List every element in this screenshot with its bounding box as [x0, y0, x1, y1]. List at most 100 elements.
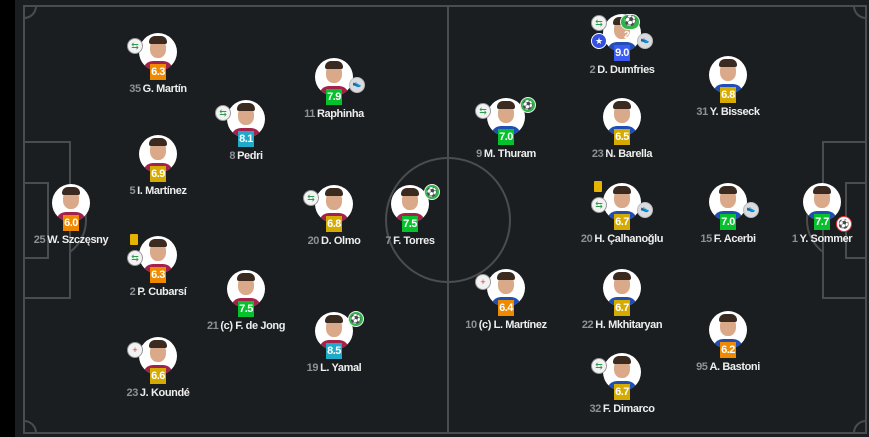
rating-badge: 7.0	[720, 214, 736, 230]
substitution-icon: ⇆	[215, 105, 231, 121]
goal-count-icon: ⚽2	[620, 14, 641, 41]
player-label[interactable]: 20 D. Olmo	[254, 235, 414, 247]
player-name: W. Szczęsny	[47, 234, 109, 246]
player-label[interactable]: 23 J. Koundé	[78, 387, 238, 399]
hair	[497, 101, 515, 109]
substitution-icon: ⇆	[475, 103, 491, 119]
rating-badge: 8.1	[238, 131, 254, 147]
player-label[interactable]: 2 P. Cubarsí	[78, 286, 238, 298]
yellow-card-icon	[127, 233, 141, 247]
hair	[325, 61, 343, 69]
hair	[237, 103, 255, 111]
hair	[497, 272, 515, 280]
player-name: Pedri	[237, 150, 263, 162]
player-name: F. Torres	[393, 235, 435, 247]
player-label[interactable]: 15 F. Acerbi	[648, 233, 808, 245]
player-number: 21	[206, 320, 219, 332]
player-name: D. Olmo	[321, 235, 361, 247]
player-label[interactable]: 19 L. Yamal	[254, 362, 414, 374]
left-goal-area	[23, 182, 49, 259]
player-label[interactable]: 95 A. Bastoni	[648, 361, 808, 373]
rating-badge: 6.3	[150, 267, 166, 283]
player-number: 1	[791, 233, 798, 245]
rating-badge: 6.5	[614, 129, 630, 145]
player-number: 10	[465, 319, 477, 331]
player-name: I. Martínez	[137, 185, 187, 197]
hair	[62, 187, 80, 195]
substitution-icon: ⇆	[591, 15, 607, 31]
player-label[interactable]: 5 I. Martínez	[78, 185, 238, 197]
rating-badge: 6.6	[150, 368, 166, 384]
center-circle	[385, 157, 511, 283]
player-number: 7	[385, 235, 392, 247]
hair	[149, 36, 167, 44]
hair	[401, 188, 419, 196]
player-number: 32	[589, 403, 601, 415]
rating-badge: 6.8	[720, 87, 736, 103]
player-number: 35	[129, 83, 141, 95]
player-label[interactable]: 21 (c) F. de Jong	[166, 320, 326, 332]
rating-badge: 8.5	[326, 343, 342, 359]
player-name: A. Bastoni	[709, 361, 761, 373]
substitution-icon: ⇆	[591, 358, 607, 374]
rating-badge: 7.5	[402, 216, 418, 232]
player-label[interactable]: 7 F. Torres	[330, 235, 490, 247]
player-name: N. Barella	[605, 148, 653, 160]
hair	[613, 186, 631, 194]
player-name: P. Cubarsí	[137, 286, 187, 298]
player-label[interactable]: 35 G. Martín	[78, 83, 238, 95]
assist-icon: 👟	[637, 202, 653, 218]
player-number: 20	[580, 233, 593, 245]
player-name: H. Çalhanoğlu	[594, 233, 664, 245]
goal-count: 2	[624, 30, 630, 41]
corner-arc	[23, 5, 37, 19]
hair	[813, 186, 831, 194]
player-number: 2	[129, 286, 136, 298]
player-name: (c) F. de Jong	[220, 320, 286, 332]
player-label[interactable]: 10 (c) L. Martínez	[426, 319, 586, 331]
corner-arc	[23, 420, 37, 434]
yellow-card-shape	[594, 181, 602, 192]
hair	[149, 138, 167, 146]
player-name: F. Acerbi	[713, 233, 756, 245]
player-number: 25	[33, 234, 46, 246]
player-number: 22	[581, 319, 594, 331]
rating-badge: 6.3	[150, 64, 166, 80]
rating-badge: 7.7	[814, 214, 830, 230]
hair	[719, 59, 737, 67]
rating-badge: 6.9	[150, 166, 166, 182]
player-label[interactable]: 9 M. Thuram	[426, 148, 586, 160]
player-label[interactable]: 1 Y. Sommer	[742, 233, 869, 245]
left-edge	[0, 0, 15, 437]
player-label[interactable]: 20 H. Çalhanoğlu	[542, 233, 702, 245]
own-goal-icon: ⚽	[836, 216, 852, 232]
player-label[interactable]: 32 F. Dimarco	[542, 403, 702, 415]
player-name: M. Thuram	[483, 148, 536, 160]
substitution-icon: ⇆	[591, 197, 607, 213]
hair	[149, 239, 167, 247]
player-label[interactable]: 23 N. Barella	[542, 148, 702, 160]
player-of-match-star-icon: ★	[591, 33, 607, 49]
player-number: 2	[589, 64, 596, 76]
rating-badge: 6.4	[498, 300, 514, 316]
player-label[interactable]: 31 Y. Bisseck	[648, 106, 808, 118]
player-number: 19	[306, 362, 319, 374]
assist-icon: 👟	[637, 33, 653, 49]
player-name: (c) L. Martínez	[478, 319, 547, 331]
substitution-icon: ⇆	[127, 38, 143, 54]
player-label[interactable]: 25 W. Szczęsny	[0, 234, 151, 246]
player-label[interactable]: 11 Raphinha	[254, 108, 414, 120]
rating-badge: 6.8	[326, 216, 342, 232]
goal-icon: ⚽	[520, 97, 536, 113]
player-number: 8	[229, 150, 236, 162]
player-label[interactable]: 22 H. Mkhitaryan	[542, 319, 702, 331]
rating-badge: 6.2	[720, 342, 736, 358]
player-name: L. Yamal	[320, 362, 362, 374]
player-label[interactable]: 8 Pedri	[166, 150, 326, 162]
player-number: 20	[307, 235, 320, 247]
player-name: G. Martín	[142, 83, 187, 95]
player-label[interactable]: 2 D. Dumfries	[542, 64, 702, 76]
player-name: Y. Bisseck	[709, 106, 760, 118]
goal-icon: ⚽	[424, 184, 440, 200]
